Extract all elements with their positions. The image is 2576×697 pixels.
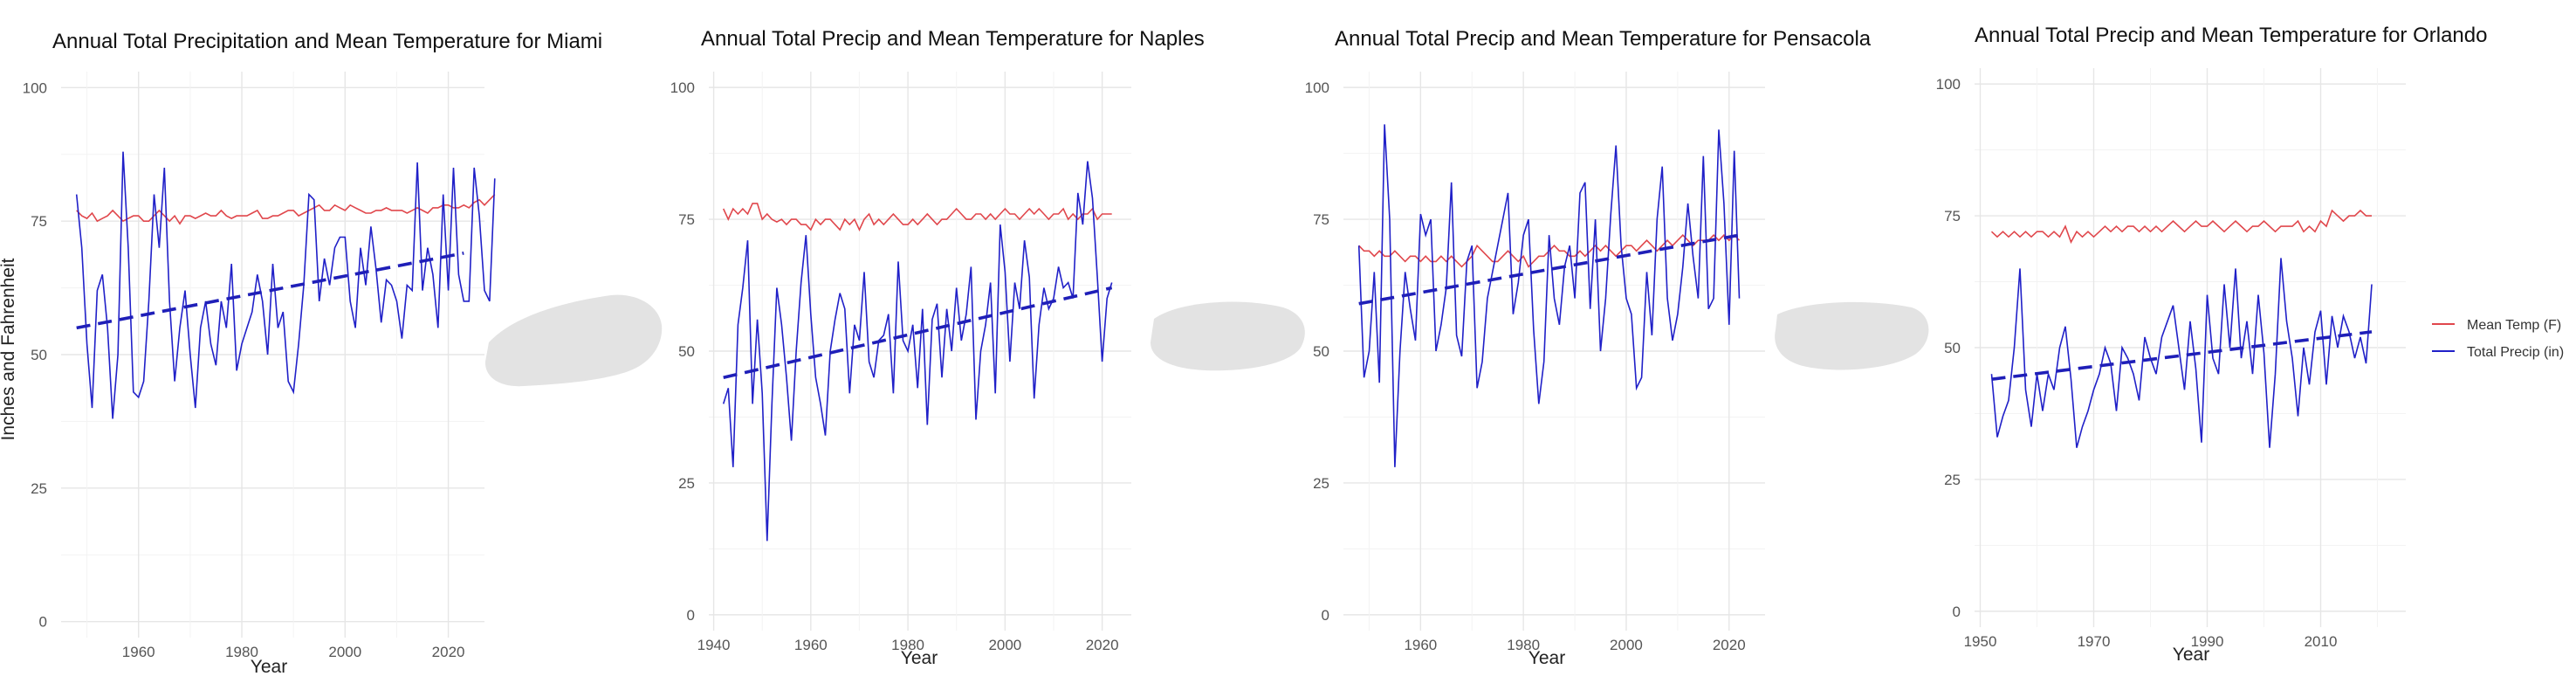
y-tick-label: 25 bbox=[1944, 472, 1961, 488]
y-tick-label: 50 bbox=[31, 347, 47, 363]
y-tick-label: 100 bbox=[1936, 76, 1961, 93]
y-tick-label: 75 bbox=[31, 213, 47, 230]
mean-temp-line bbox=[76, 194, 496, 225]
y-tick-label: 25 bbox=[678, 475, 695, 492]
y-tick-label: 50 bbox=[678, 343, 695, 360]
gridlines bbox=[1975, 68, 2406, 627]
y-tick-label: 0 bbox=[39, 614, 47, 631]
x-tick-label: 1950 bbox=[1964, 633, 1997, 650]
y-tick-label: 100 bbox=[1305, 79, 1329, 96]
y-tick-label: 0 bbox=[1953, 604, 1961, 620]
legend-label-total-precip: Total Precip (in) bbox=[2467, 345, 2564, 360]
x-tick-label: 1970 bbox=[2078, 633, 2111, 650]
x-axis-label: Year bbox=[2173, 645, 2209, 665]
x-tick-label: 2010 bbox=[2305, 633, 2338, 650]
x-axis-label: Year bbox=[901, 648, 938, 668]
precip-trend-line bbox=[1991, 330, 2373, 381]
mean-temp-line bbox=[722, 203, 1112, 232]
total-precip-line bbox=[1357, 124, 1741, 467]
precip-trend-line bbox=[723, 286, 1113, 379]
chart-panel-1: Annual Total Precipitation and Mean Temp… bbox=[0, 30, 602, 677]
x-tick-label: 1980 bbox=[225, 644, 258, 660]
total-precip-line bbox=[75, 151, 496, 419]
x-tick-label: 2020 bbox=[1713, 637, 1746, 653]
precip-trend-line bbox=[76, 252, 464, 330]
smudge-2 bbox=[1151, 301, 1305, 371]
y-tick-label: 50 bbox=[1944, 340, 1961, 356]
y-tick-label: 25 bbox=[31, 480, 47, 497]
x-tick-label: 1940 bbox=[697, 637, 731, 653]
y-tick-label: 100 bbox=[670, 79, 695, 96]
y-tick-label: 25 bbox=[1313, 475, 1329, 492]
smudge-3 bbox=[1775, 301, 1929, 370]
gridlines bbox=[61, 72, 484, 638]
legend-item-mean-temp: Mean Temp (F) bbox=[2432, 318, 2561, 333]
x-tick-label: 1980 bbox=[1507, 637, 1540, 653]
x-tick-label: 1960 bbox=[794, 637, 828, 653]
chart-title: Annual Total Precipitation and Mean Temp… bbox=[52, 30, 602, 53]
x-axis-label: Year bbox=[1528, 648, 1565, 668]
x-tick-label: 2020 bbox=[432, 644, 465, 660]
total-precip-line bbox=[1990, 258, 2373, 448]
x-tick-label: 2020 bbox=[1086, 637, 1119, 653]
chart-panel-3: Annual Total Precip and Mean Temperature… bbox=[1305, 27, 1872, 668]
x-tick-label: 1990 bbox=[2191, 633, 2224, 650]
chart-title: Annual Total Precip and Mean Temperature… bbox=[1975, 24, 2487, 47]
chart-panel-2: Annual Total Precip and Mean Temperature… bbox=[670, 27, 1205, 668]
legend: Mean Temp (F) Total Precip (in) bbox=[2432, 318, 2564, 360]
x-tick-label: 2000 bbox=[988, 637, 1021, 653]
gridlines bbox=[1343, 72, 1765, 631]
chart-panel-4: Annual Total Precip and Mean Temperature… bbox=[1936, 24, 2488, 665]
x-tick-label: 1960 bbox=[122, 644, 155, 660]
x-axis-label: Year bbox=[251, 657, 287, 677]
legend-item-total-precip: Total Precip (in) bbox=[2432, 345, 2564, 360]
y-tick-label: 75 bbox=[678, 211, 695, 228]
x-tick-label: 1960 bbox=[1404, 637, 1437, 653]
y-tick-label: 75 bbox=[1944, 208, 1961, 224]
chart-title: Annual Total Precip and Mean Temperature… bbox=[1335, 27, 1872, 51]
decorative-smudges bbox=[484, 294, 1929, 387]
y-tick-label: 100 bbox=[23, 79, 47, 96]
x-tick-label: 2000 bbox=[328, 644, 361, 660]
chart-title: Annual Total Precip and Mean Temperature… bbox=[701, 27, 1205, 51]
y-axis-label: Inches and Fahrenheit bbox=[0, 258, 18, 440]
mean-temp-line bbox=[1990, 209, 2372, 245]
y-tick-label: 0 bbox=[687, 607, 695, 624]
x-tick-label: 1980 bbox=[891, 637, 924, 653]
legend-label-mean-temp: Mean Temp (F) bbox=[2467, 318, 2561, 333]
y-tick-label: 75 bbox=[1313, 211, 1329, 228]
y-tick-label: 50 bbox=[1313, 343, 1329, 360]
x-tick-label: 2000 bbox=[1610, 637, 1643, 653]
smudge-1 bbox=[484, 294, 663, 387]
y-tick-label: 0 bbox=[1322, 607, 1329, 624]
